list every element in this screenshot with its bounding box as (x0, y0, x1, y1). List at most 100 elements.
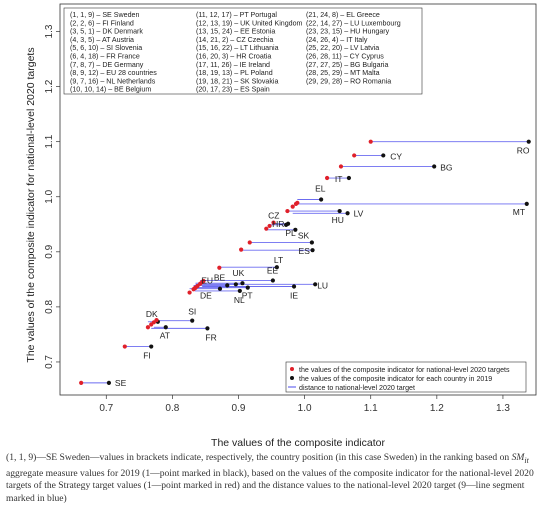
caption-text-1: (1, 1, 9)—SE Sweden—values in brackets i… (6, 452, 512, 463)
key-entry: (29, 29, 28) – RO Romania (306, 77, 391, 85)
key-entry: (21, 24, 8) – EL Greece (306, 11, 380, 19)
key-entry: (6, 4, 18) – FR France (70, 53, 140, 61)
country-label-lt: LT (274, 255, 283, 265)
legend-marker-1 (290, 376, 294, 380)
point-2019-pt (245, 285, 250, 290)
plot-frame (59, 3, 537, 396)
target-point-el (295, 200, 300, 205)
y-tick-label: 1.0 (44, 189, 55, 203)
x-tick-label: 0.9 (232, 403, 246, 414)
legend-marker-0 (290, 367, 294, 371)
key-entry: (26, 28, 11) – CY Cyprus (306, 53, 384, 61)
target-point-ro (368, 139, 373, 144)
key-entry: (14, 21, 2) – CZ Czechia (196, 36, 273, 44)
country-label-si: SI (188, 307, 196, 317)
point-2019-bg (432, 164, 437, 169)
target-point-es (239, 247, 244, 252)
x-tick-label: 0.7 (99, 403, 113, 414)
point-2019-hu (337, 208, 342, 214)
figure-caption: (1, 1, 9)—SE Sweden—values in brackets i… (6, 452, 544, 505)
point-2019-ie (291, 284, 297, 289)
target-point-fr (149, 322, 154, 327)
target-point-de (187, 290, 192, 295)
point-2019-sk (309, 240, 314, 245)
key-entry: (24, 26, 4) – IT Italy (306, 36, 368, 44)
key-entry: (2, 2, 6) – FI Finland (70, 19, 134, 27)
caption-subscript: it (524, 455, 529, 465)
key-entry: (19, 18, 21) – SK Slovakia (196, 77, 278, 85)
y-tick-label: 0.8 (44, 300, 55, 314)
caption-symbol: SM (511, 452, 525, 463)
x-tick-label: 1.1 (364, 403, 378, 414)
key-entry: (20, 17, 23) – ES Spain (196, 86, 270, 94)
key-entry: (7, 8, 7) – DE Germany (70, 61, 144, 69)
y-tick-label: 1.2 (44, 79, 55, 93)
x-tick-label: 1.0 (298, 403, 312, 414)
key-entry: (12, 13, 19) – UK United Kingdom (196, 19, 303, 27)
country-label-lv: LV (354, 208, 364, 218)
target-point-dk (145, 325, 151, 330)
point-2019-fi (149, 344, 154, 349)
key-entry: (25, 22, 20) – LV Latvia (306, 44, 379, 52)
key-entry: (28, 25, 29) – MT Malta (306, 69, 380, 77)
country-label-lu: LU (317, 280, 328, 290)
target-point-it (324, 175, 330, 181)
point-2019-cz (285, 221, 291, 226)
key-entry: (15, 16, 22) – LT Lithuania (196, 44, 279, 52)
target-point-hu (285, 208, 290, 214)
country-label-hr: HR (272, 219, 284, 229)
legend: the values of the composite indicator fo… (288, 366, 510, 392)
legend-label-2: distance to national-level 2020 target (299, 384, 415, 392)
y-tick-label: 1.3 (44, 24, 55, 38)
legend-label-1: the values of the composite indicator fo… (299, 375, 492, 383)
target-point-lt (217, 265, 222, 270)
x-tick-label: 1.3 (496, 403, 510, 414)
target-point-cz (271, 220, 276, 225)
target-point-hr (267, 223, 272, 229)
point-2019-es (310, 248, 315, 253)
country-label-eu: EU (201, 275, 213, 285)
key-entry: (16, 20, 3) – HR Croatia (196, 53, 271, 61)
point-2019-eu (225, 283, 230, 288)
key-entry: (9, 7, 16) – NL Netherlands (70, 77, 156, 85)
country-label-el: EL (315, 184, 326, 194)
country-label-ie: IE (290, 291, 298, 301)
target-point-sk (247, 240, 252, 245)
country-label-fi: FI (143, 351, 151, 361)
y-tick-label: 0.7 (44, 355, 55, 369)
point-2019-be (233, 282, 238, 287)
caption-text-2: aggregate measure values for 2019 (1—poi… (6, 467, 534, 504)
y-tick-label: 1.1 (44, 134, 55, 148)
target-point-se (79, 380, 84, 385)
country-label-cy: CY (390, 151, 402, 161)
key-entry: (23, 23, 15) – HU Hungary (306, 28, 390, 36)
point-2019-pl (293, 227, 298, 232)
y-axis-title: The values of the composite indicator fo… (25, 47, 37, 362)
scatter-chart: 0.7 0.8 0.9 1.0 1.1 1.2 1.3 0.7 0.8 0.9 1.0 1.1 1.2 1… (25, 3, 537, 449)
country-label-be: BE (214, 272, 226, 282)
point-2019-si (190, 318, 195, 323)
country-label-dk: DK (146, 309, 158, 319)
country-label-ee: EE (267, 265, 279, 275)
key-entry: (27, 27, 25) – BG Bulgaria (306, 61, 388, 69)
point-2019-el (319, 197, 324, 202)
point-2019-fr (205, 326, 210, 331)
key-entry: (22, 14, 27) – LU Luxembourg (306, 19, 401, 27)
target-point-cy (352, 153, 357, 158)
country-label-hu: HU (332, 215, 344, 225)
point-2019-it (346, 175, 352, 181)
point-2019-de (217, 286, 223, 291)
point-2019-mt (524, 201, 529, 207)
point-2019-lv (345, 211, 350, 216)
country-label-bg: BG (440, 162, 452, 172)
key-entry: (18, 19, 13) – PL Poland (196, 69, 273, 77)
country-label-es: ES (299, 246, 311, 256)
country-label-sk: SK (298, 230, 310, 240)
x-tick-label: 0.8 (165, 403, 179, 414)
point-2019-lt (274, 265, 279, 270)
key-entry: (11, 12, 17) – PT Portugal (196, 11, 277, 19)
point-2019-ee (270, 278, 275, 283)
key-box (63, 7, 423, 95)
key-entry: (1, 1, 9) – SE Sweden (70, 11, 139, 19)
country-label-se: SE (115, 378, 127, 388)
